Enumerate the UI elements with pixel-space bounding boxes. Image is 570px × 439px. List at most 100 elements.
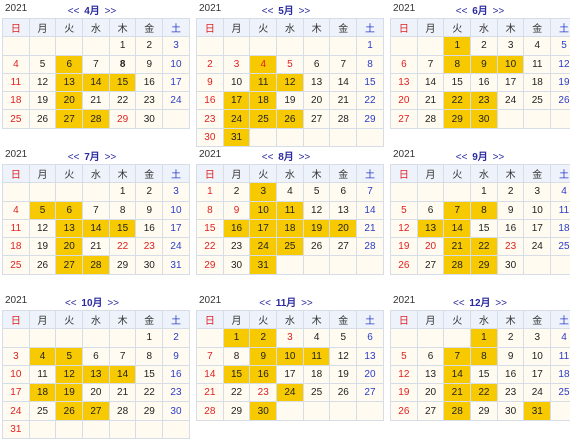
day-cell[interactable]: 8 xyxy=(136,347,163,365)
day-cell[interactable]: 8 xyxy=(109,201,136,219)
day-cell[interactable]: 5 xyxy=(330,329,357,347)
day-cell[interactable]: 30 xyxy=(223,256,250,274)
day-cell[interactable]: 12 xyxy=(303,201,330,219)
day-cell[interactable]: 1 xyxy=(223,329,250,347)
next-month-link[interactable]: >> xyxy=(105,6,117,17)
day-cell[interactable]: 24 xyxy=(3,402,30,420)
day-cell[interactable]: 9 xyxy=(223,201,250,219)
day-cell[interactable]: 24 xyxy=(524,238,551,256)
day-cell[interactable]: 15 xyxy=(471,365,498,383)
day-cell[interactable]: 25 xyxy=(3,110,30,128)
day-cell[interactable]: 27 xyxy=(391,110,418,128)
day-cell[interactable]: 12 xyxy=(29,73,56,91)
day-cell[interactable]: 21 xyxy=(357,219,384,237)
day-cell[interactable]: 6 xyxy=(56,55,83,73)
day-cell[interactable]: 9 xyxy=(497,347,524,365)
day-cell[interactable]: 9 xyxy=(136,201,163,219)
day-cell[interactable]: 17 xyxy=(3,384,30,402)
next-month-link[interactable]: >> xyxy=(107,298,119,309)
day-cell[interactable]: 10 xyxy=(524,201,551,219)
day-cell[interactable]: 29 xyxy=(471,256,498,274)
day-cell[interactable]: 4 xyxy=(551,329,570,347)
day-cell[interactable]: 2 xyxy=(163,329,190,347)
day-cell[interactable]: 2 xyxy=(471,37,498,55)
day-cell[interactable]: 10 xyxy=(524,347,551,365)
day-cell[interactable]: 19 xyxy=(29,238,56,256)
day-cell[interactable]: 18 xyxy=(551,365,570,383)
day-cell[interactable]: 30 xyxy=(136,110,163,128)
day-cell[interactable]: 23 xyxy=(471,92,498,110)
day-cell[interactable]: 14 xyxy=(83,73,110,91)
day-cell[interactable]: 19 xyxy=(330,365,357,383)
day-cell[interactable]: 24 xyxy=(223,110,250,128)
day-cell[interactable]: 5 xyxy=(29,201,56,219)
day-cell[interactable]: 7 xyxy=(109,347,136,365)
day-cell[interactable]: 25 xyxy=(277,238,304,256)
day-cell[interactable]: 13 xyxy=(417,365,444,383)
day-cell[interactable]: 26 xyxy=(29,110,56,128)
day-cell[interactable]: 3 xyxy=(3,347,30,365)
prev-month-link[interactable]: << xyxy=(68,6,80,17)
day-cell[interactable]: 27 xyxy=(56,110,83,128)
day-cell[interactable]: 28 xyxy=(83,110,110,128)
day-cell[interactable]: 23 xyxy=(197,110,224,128)
day-cell[interactable]: 14 xyxy=(417,73,444,91)
day-cell[interactable]: 1 xyxy=(197,183,224,201)
day-cell[interactable]: 21 xyxy=(417,92,444,110)
day-cell[interactable]: 3 xyxy=(163,37,190,55)
day-cell[interactable]: 9 xyxy=(497,201,524,219)
day-cell[interactable]: 22 xyxy=(471,238,498,256)
day-cell[interactable]: 26 xyxy=(29,256,56,274)
day-cell[interactable]: 3 xyxy=(223,55,250,73)
day-cell[interactable]: 30 xyxy=(163,402,190,420)
day-cell[interactable]: 9 xyxy=(250,347,277,365)
day-cell[interactable]: 4 xyxy=(524,37,551,55)
day-cell[interactable]: 29 xyxy=(223,402,250,420)
day-cell[interactable]: 2 xyxy=(223,183,250,201)
day-cell[interactable]: 21 xyxy=(444,238,471,256)
day-cell[interactable]: 10 xyxy=(163,55,190,73)
day-cell[interactable]: 28 xyxy=(417,110,444,128)
day-cell[interactable]: 29 xyxy=(136,402,163,420)
day-cell[interactable]: 25 xyxy=(551,384,570,402)
day-cell[interactable]: 10 xyxy=(3,365,30,383)
day-cell[interactable]: 21 xyxy=(83,238,110,256)
day-cell[interactable]: 24 xyxy=(277,384,304,402)
day-cell[interactable]: 21 xyxy=(83,92,110,110)
day-cell[interactable]: 13 xyxy=(417,219,444,237)
day-cell[interactable]: 8 xyxy=(444,55,471,73)
day-cell[interactable]: 20 xyxy=(56,238,83,256)
day-cell[interactable]: 19 xyxy=(391,384,418,402)
day-cell[interactable]: 26 xyxy=(391,256,418,274)
day-cell[interactable]: 10 xyxy=(277,347,304,365)
day-cell[interactable]: 28 xyxy=(444,402,471,420)
next-month-link[interactable]: >> xyxy=(299,152,311,163)
day-cell[interactable]: 6 xyxy=(391,55,418,73)
day-cell[interactable]: 5 xyxy=(29,55,56,73)
day-cell[interactable]: 23 xyxy=(250,384,277,402)
day-cell[interactable]: 27 xyxy=(417,256,444,274)
day-cell[interactable]: 20 xyxy=(417,384,444,402)
day-cell[interactable]: 18 xyxy=(277,219,304,237)
day-cell[interactable]: 28 xyxy=(444,256,471,274)
day-cell[interactable]: 10 xyxy=(223,73,250,91)
day-cell[interactable]: 15 xyxy=(109,219,136,237)
day-cell[interactable]: 14 xyxy=(83,219,110,237)
day-cell[interactable]: 12 xyxy=(29,219,56,237)
day-cell[interactable]: 7 xyxy=(83,55,110,73)
day-cell[interactable]: 19 xyxy=(277,92,304,110)
day-cell[interactable]: 16 xyxy=(497,219,524,237)
day-cell[interactable]: 15 xyxy=(444,73,471,91)
day-cell[interactable]: 7 xyxy=(417,55,444,73)
day-cell[interactable]: 14 xyxy=(197,365,224,383)
day-cell[interactable]: 2 xyxy=(136,37,163,55)
day-cell[interactable]: 17 xyxy=(497,73,524,91)
day-cell[interactable]: 6 xyxy=(83,347,110,365)
day-cell[interactable]: 16 xyxy=(197,92,224,110)
day-cell[interactable]: 7 xyxy=(444,201,471,219)
day-cell[interactable]: 14 xyxy=(330,73,357,91)
day-cell[interactable]: 7 xyxy=(330,55,357,73)
day-cell[interactable]: 22 xyxy=(471,384,498,402)
prev-month-link[interactable]: << xyxy=(456,152,468,163)
day-cell[interactable]: 11 xyxy=(551,201,570,219)
